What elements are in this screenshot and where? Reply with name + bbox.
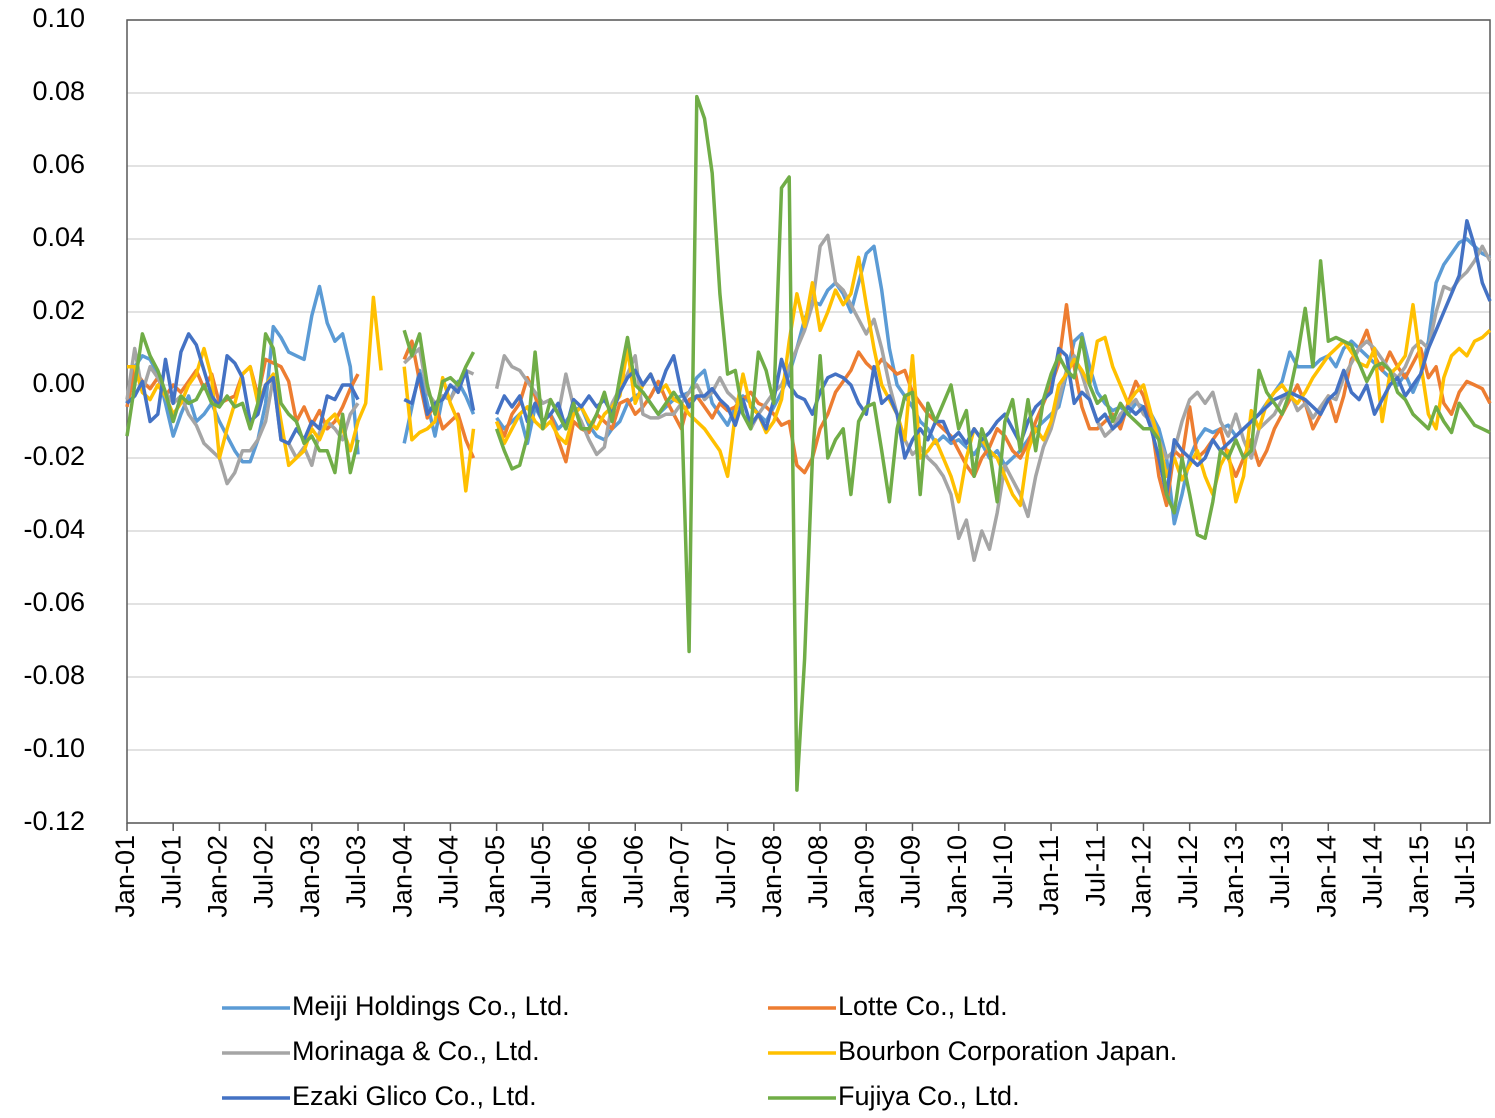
x-tick-label: Jan-15 bbox=[1404, 835, 1434, 918]
y-tick-label: -0.08 bbox=[23, 660, 85, 690]
x-tick-label: Jul-09 bbox=[896, 835, 926, 909]
y-tick-label: -0.12 bbox=[23, 806, 85, 836]
y-tick-label: -0.02 bbox=[23, 441, 85, 471]
x-tick-label: Jan-10 bbox=[942, 835, 972, 918]
x-tick-label: Jul-13 bbox=[1265, 835, 1295, 909]
x-tick-label: Jan-08 bbox=[757, 835, 787, 918]
series-line bbox=[125, 94, 1491, 792]
x-tick-label: Jan-09 bbox=[849, 835, 879, 918]
x-tick-label: Jan-04 bbox=[387, 835, 417, 918]
x-tick-label: Jan-11 bbox=[1034, 835, 1064, 916]
y-tick-label: 0.06 bbox=[32, 149, 85, 179]
y-tick-label: 0.00 bbox=[32, 368, 85, 398]
x-tick-label: Jul-05 bbox=[526, 835, 556, 909]
x-tick-label: Jul-12 bbox=[1173, 835, 1203, 909]
y-tick-label: 0.10 bbox=[32, 3, 85, 33]
y-tick-label: -0.04 bbox=[23, 514, 85, 544]
legend-label: Meiji Holdings Co., Ltd. bbox=[292, 991, 570, 1021]
legend-label: Ezaki Glico Co., Ltd. bbox=[292, 1081, 537, 1111]
x-tick-label: Jan-06 bbox=[572, 835, 602, 918]
series-line bbox=[125, 237, 1491, 526]
y-tick-label: -0.10 bbox=[23, 733, 85, 763]
legend-label: Lotte Co., Ltd. bbox=[838, 991, 1008, 1021]
y-tick-label: 0.04 bbox=[32, 222, 85, 252]
x-tick-label: Jul-10 bbox=[988, 835, 1018, 909]
x-tick-label: Jul-01 bbox=[156, 835, 186, 909]
x-tick-label: Jul-02 bbox=[249, 835, 279, 909]
x-tick-label: Jan-01 bbox=[110, 835, 140, 918]
x-tick-label: Jul-07 bbox=[711, 835, 741, 909]
legend-label: Fujiya Co., Ltd. bbox=[838, 1081, 1020, 1111]
plot-border bbox=[126, 19, 1491, 824]
x-tick-label: Jul-14 bbox=[1358, 835, 1388, 909]
x-tick-label: Jul-11 bbox=[1080, 835, 1110, 907]
x-tick-label: Jan-12 bbox=[1127, 835, 1157, 918]
x-tick-label: Jan-13 bbox=[1219, 835, 1249, 918]
x-tick-label: Jul-03 bbox=[341, 835, 371, 909]
legend-label: Bourbon Corporation Japan. bbox=[838, 1036, 1177, 1066]
x-tick-label: Jan-14 bbox=[1311, 835, 1341, 918]
x-tick-label: Jan-02 bbox=[203, 835, 233, 918]
x-tick-label: Jul-04 bbox=[434, 835, 464, 909]
x-tick-label: Jul-15 bbox=[1450, 835, 1480, 909]
y-tick-label: 0.02 bbox=[32, 295, 85, 325]
x-tick-label: Jul-06 bbox=[618, 835, 648, 909]
x-tick-label: Jan-05 bbox=[480, 835, 510, 918]
legend-label: Morinaga & Co., Ltd. bbox=[292, 1036, 540, 1066]
x-tick-label: Jan-03 bbox=[295, 835, 325, 918]
y-tick-label: -0.06 bbox=[23, 587, 85, 617]
x-tick-label: Jan-07 bbox=[665, 835, 695, 918]
y-tick-label: 0.08 bbox=[32, 76, 85, 106]
series-line bbox=[125, 219, 1492, 497]
x-tick-label: Jul-08 bbox=[803, 835, 833, 909]
